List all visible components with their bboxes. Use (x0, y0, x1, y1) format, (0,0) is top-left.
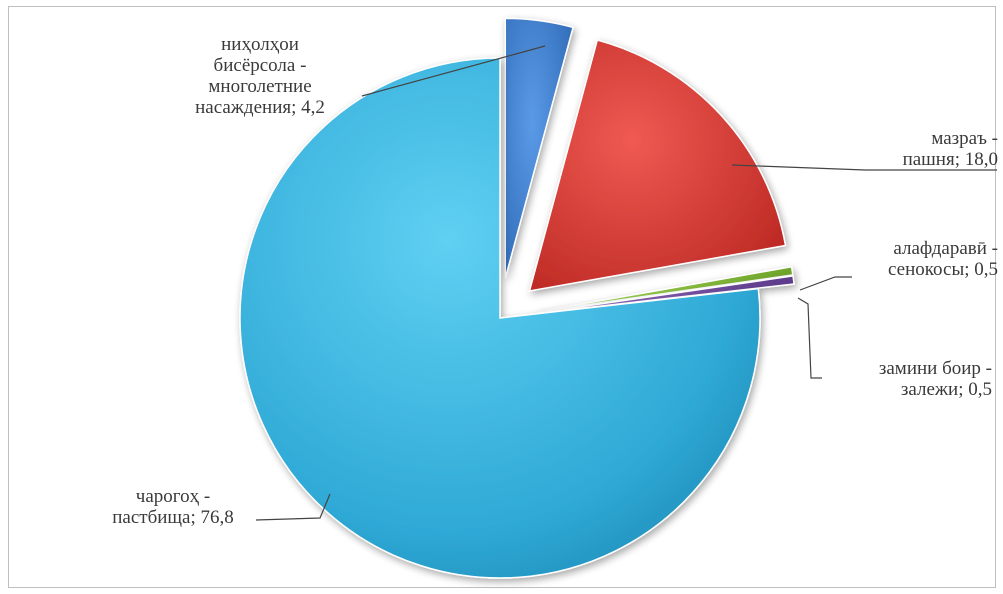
label-fallow: замини боир - залежи; 0,5 (878, 358, 992, 400)
label-hayfields: алафдаравӣ - сенокосы; 0,5 (888, 238, 998, 280)
pie-slice-perennial (504, 17, 575, 279)
label-arable: мазраъ - пашня; 18,0 (902, 128, 998, 170)
leader-line-hayfields (799, 276, 852, 291)
label-perennial: ниҳолҳои бисёрсола - многолетние насажде… (195, 34, 325, 118)
pie-slice-hayfields (535, 265, 794, 313)
pie-slice-arable (528, 39, 787, 292)
leader-line-perennial (361, 45, 546, 97)
leader-line-arable (731, 164, 997, 171)
label-pastures: чарогоҳ - пастбища; 76,8 (112, 486, 234, 528)
pie-slice-pastures (239, 57, 761, 579)
leader-line-fallow (797, 297, 822, 379)
pie-slice-fallow (535, 275, 795, 315)
leader-line-pastures (255, 493, 331, 521)
